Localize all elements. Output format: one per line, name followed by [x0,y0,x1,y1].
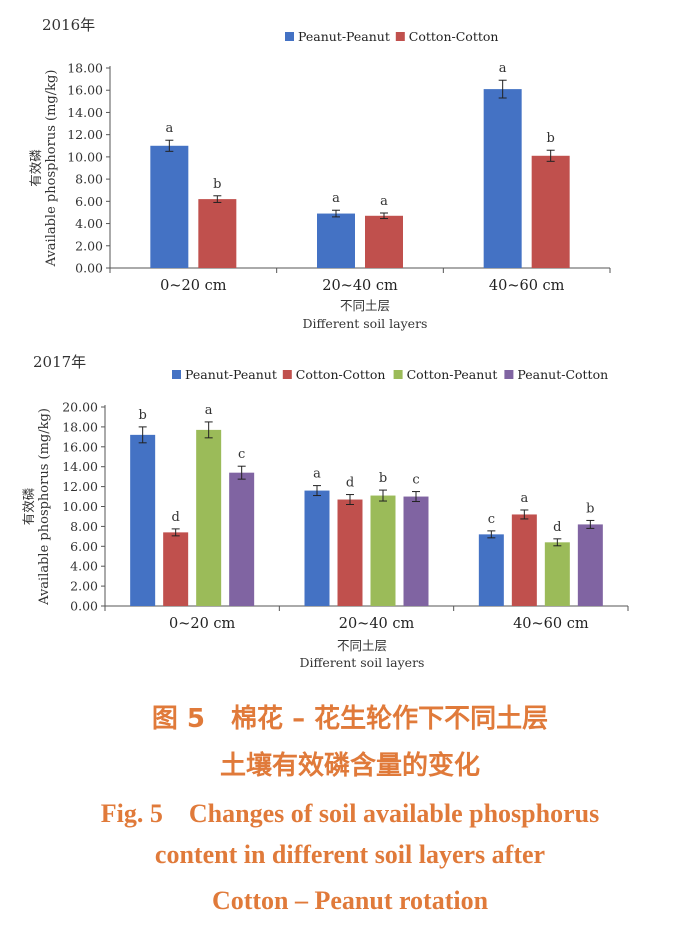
bar-0-0 [130,434,156,606]
x-axis-label-cn: 不同土层 [340,298,390,313]
x-tick-label-0: 0~20 cm [160,278,227,294]
y-tick-label-9: 18.00 [67,61,103,76]
significance-letter-2-0: a [205,403,213,418]
significance-letter-0-1: a [332,191,340,206]
x-tick-label-1: 20~40 cm [339,616,415,632]
legend-label-0: Peanut-Peanut [298,29,390,44]
legend-label-1: Cotton-Cotton [296,367,386,382]
year-label: 2017年 [33,353,86,371]
caption-cn-line2: 土壤有效磷含量的变化 [219,751,480,781]
bar-0-1 [317,213,355,268]
significance-letter-1-1: d [346,476,354,491]
significance-letter-0-2: c [488,512,495,527]
x-axis-label: Different soil layers [303,316,428,331]
y-tick-label-7: 14.00 [62,459,98,474]
bar-1-0 [163,532,189,606]
y-axis-label: Available phosphorus (mg/kg) [37,408,52,606]
y-tick-label-3: 6.00 [75,194,103,209]
y-tick-label-4: 8.00 [70,519,98,534]
chart-2016: 2016年 Peanut-Peanut Cotton-Cotton 0.00 2.00 4… [28,16,611,331]
significance-letter-1-0: b [213,177,221,192]
caption-cn-line1: 图 5 棉花 – 花生轮作下不同土层 [151,704,549,734]
y-tick-label-8: 16.00 [62,439,98,454]
y-tick-label-2: 4.00 [75,216,103,231]
legend-label-2: Cotton-Peanut [407,367,498,382]
x-axis-label: Different soil layers [300,655,425,670]
significance-letter-0-0: a [165,121,173,136]
caption-en-line2: content in different soil layers after [154,840,546,869]
y-tick-label-7: 14.00 [67,105,103,120]
bar-1-2 [511,514,537,606]
legend-label-1: Cotton-Cotton [409,29,499,44]
bar-0-2 [478,534,504,606]
year-label: 2016年 [42,16,95,34]
significance-letter-1-2: b [547,131,555,146]
significance-letter-3-1: c [412,473,419,488]
y-axis-label-cn: 有效磷 [28,149,43,187]
legend-swatch-3 [504,370,514,379]
y-tick-label-5: 10.00 [67,149,103,164]
significance-letter-1-1: a [380,194,388,209]
y-tick-label-5: 10.00 [62,499,98,514]
significance-letter-0-2: a [499,61,507,76]
significance-letter-1-2: a [520,491,528,506]
significance-letter-2-1: b [379,471,387,486]
legend-swatch-1 [395,32,405,41]
bar-1-1 [337,499,363,606]
bar-2-1 [370,495,396,606]
bar-2-2 [544,542,570,606]
bar-0-1 [304,490,330,606]
legend-label-0: Peanut-Peanut [185,367,277,382]
bar-1-0 [198,199,237,268]
x-tick-label-0: 0~20 cm [169,616,236,632]
legend-label-3: Peanut-Cotton [517,367,608,382]
significance-letter-3-0: c [238,447,245,462]
y-tick-label-1: 2.00 [70,579,98,594]
x-tick-label-2: 40~60 cm [513,616,589,632]
x-axis-label-cn: 不同土层 [337,638,387,653]
y-tick-label-1: 2.00 [75,238,103,253]
y-tick-label-0: 0.00 [75,261,103,276]
bar-3-1 [403,496,429,606]
y-axis-label-cn: 有效磷 [21,487,36,525]
significance-letter-2-2: d [553,520,561,535]
bar-2-0 [196,429,222,606]
legend-swatch-1 [282,370,292,379]
y-tick-label-8: 16.00 [67,83,103,98]
y-tick-label-6: 12.00 [62,479,98,494]
significance-letter-0-0: b [139,408,147,423]
legend-swatch-0 [285,32,294,41]
caption-en-line3: Cotton – Peanut rotation [211,886,489,915]
x-tick-label-1: 20~40 cm [322,278,398,294]
bar-0-2 [483,89,522,268]
y-tick-label-3: 6.00 [70,539,98,554]
y-tick-label-4: 8.00 [75,172,103,187]
significance-letter-3-2: b [586,501,594,516]
bar-3-2 [577,524,603,606]
y-tick-label-2: 4.00 [70,559,98,574]
legend-swatch-2 [393,370,403,379]
y-tick-label-10: 20.00 [62,400,98,415]
significance-letter-0-1: a [313,467,321,482]
chart-2017: 2017年 Peanut-Peanut Cotton-Cotton Cotton-Pe… [21,353,629,670]
x-tick-label-2: 40~60 cm [489,278,565,294]
y-tick-label-0: 0.00 [70,599,98,614]
significance-letter-1-0: d [172,510,180,525]
legend-swatch-0 [172,370,181,379]
bar-3-0 [229,472,255,606]
y-axis-label: Available phosphorus (mg/kg) [44,70,59,268]
y-tick-label-6: 12.00 [67,127,103,142]
bar-1-1 [365,215,403,268]
bar-1-2 [531,155,570,268]
caption-en-line1: Fig. 5 Changes of soil available phospho… [100,799,600,828]
bar-0-0 [150,145,189,268]
y-tick-label-9: 18.00 [62,419,98,434]
